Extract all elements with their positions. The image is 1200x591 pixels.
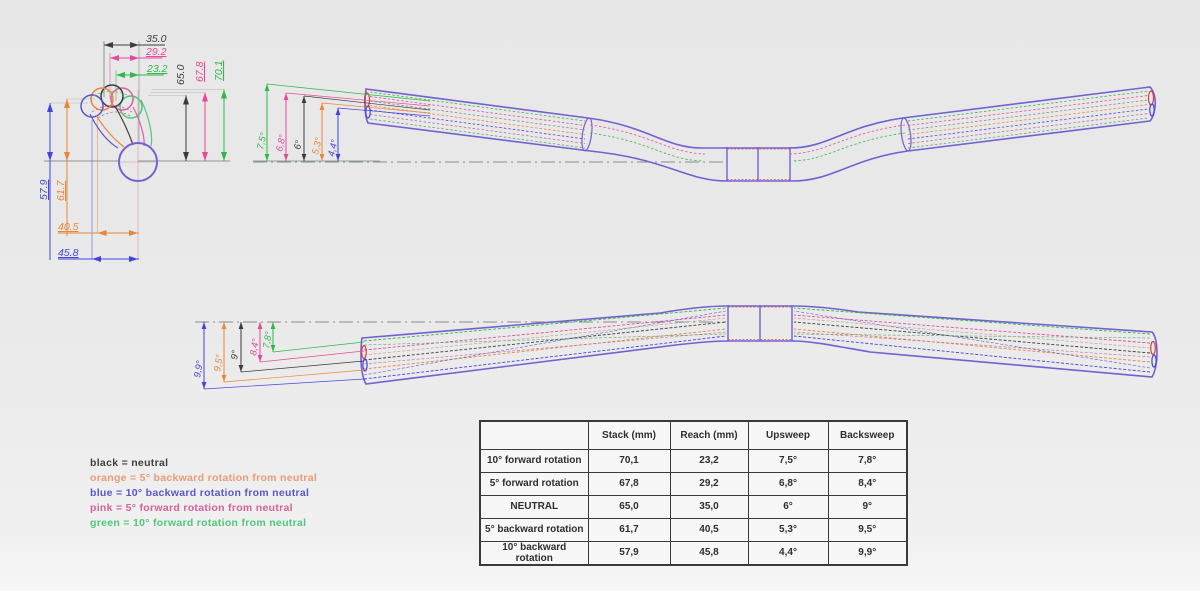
- cell-reach: 29,2: [669, 471, 749, 496]
- table-row: 10° forward rotation 70,1 23,2 7,5° 7,8°: [479, 448, 908, 473]
- dim-stack-forward10: 70.1: [213, 61, 225, 81]
- table-header-upsweep: Upsweep: [747, 420, 829, 450]
- side-view-funnel: [90, 100, 152, 148]
- bottom-view-fan-right: [794, 308, 1150, 372]
- angle-backsweep-backward5: 9,5°: [212, 354, 226, 373]
- table-header-stack: Stack (mm): [587, 420, 671, 450]
- row-label: 5° forward rotation: [479, 471, 589, 496]
- cell-backsweep: 9,9°: [827, 540, 908, 565]
- side-view-clamp-circle: [119, 143, 157, 181]
- bottom-view-end-caps: [362, 342, 1156, 372]
- legend-item-orange: orange = 5° backward rotation from neutr…: [90, 472, 318, 484]
- bottom-view-fan-left: [364, 308, 726, 379]
- geometry-spec-table: Stack (mm) Reach (mm) Upsweep Backsweep …: [479, 420, 908, 566]
- cell-stack: 67,8: [587, 471, 671, 496]
- dim-stack-backward10: 57.9: [38, 179, 50, 200]
- angle-upsweep-forward5: 6,8°: [274, 133, 289, 152]
- color-legend: black = neutral orange = 5° backward rot…: [90, 456, 317, 531]
- bottom-view-clamp: [728, 305, 792, 341]
- row-label: NEUTRAL: [479, 494, 589, 519]
- angle-upsweep-backward5: 5,3°: [310, 136, 325, 155]
- bottom-view-backsweep-dimensions: 9,9° 9,5° 9° 8,4° 7,8°: [192, 322, 364, 389]
- cell-stack: 57,9: [587, 540, 671, 565]
- side-view-left-dimensions: 57.9 61.7: [38, 99, 119, 260]
- table-header-row: Stack (mm) Reach (mm) Upsweep Backsweep: [479, 420, 908, 450]
- dim-stack-neutral: 65.0: [175, 64, 187, 85]
- top-view-grip-hatch-left: [370, 92, 585, 148]
- angle-upsweep-backward10: 4,4°: [326, 138, 341, 157]
- cell-backsweep: 7,8°: [827, 448, 908, 473]
- top-view-grip-hatch-right: [908, 91, 1148, 148]
- cell-reach: 35,0: [669, 494, 749, 519]
- top-view-grip-separator-right: [899, 118, 913, 152]
- dim-stack-backward5: 61.7: [55, 179, 67, 201]
- cell-stack: 70,1: [587, 448, 671, 473]
- side-view-reach-dimensions: 35.0 29.2 23.2: [104, 33, 168, 144]
- legend-item-black: black = neutral: [90, 457, 169, 469]
- angle-backsweep-forward5: 8,4°: [248, 338, 262, 357]
- table-row: 5° backward rotation 61,7 40,5 5,3° 9,5°: [479, 517, 908, 542]
- cell-backsweep: 9,5°: [827, 517, 908, 542]
- row-label: 5° backward rotation: [479, 517, 589, 542]
- legend-item-green: green = 10° forward rotation from neutra…: [90, 517, 307, 529]
- cell-upsweep: 6,8°: [747, 471, 829, 496]
- bottom-view-handlebar-outline: [361, 306, 1157, 384]
- cell-reach: 40,5: [669, 517, 749, 542]
- angle-backsweep-forward10: 7,8°: [261, 331, 275, 350]
- top-view-curve-hatch: [590, 125, 905, 161]
- cell-upsweep: 6°: [747, 494, 829, 519]
- dim-reach-forward10: 23.2: [146, 63, 168, 75]
- side-view-bar-end-fan: [81, 85, 142, 118]
- dim-reach-backward10: 45.8: [58, 247, 79, 259]
- angle-upsweep-neutral: 6°: [292, 139, 305, 151]
- table-header-blank: [479, 420, 589, 450]
- table-row: 10° backward rotation 57,9 45,8 4,4° 9,9…: [479, 540, 908, 565]
- angle-upsweep-forward10: 7,5°: [255, 131, 270, 150]
- row-label: 10° forward rotation: [479, 448, 589, 473]
- cell-stack: 65,0: [587, 494, 671, 519]
- legend-item-pink: pink = 5° forward rotation from neutral: [90, 502, 293, 514]
- table-row: 5° forward rotation 67,8 29,2 6,8° 8,4°: [479, 471, 908, 496]
- cell-upsweep: 7,5°: [747, 448, 829, 473]
- top-view-handlebar-outline: [365, 87, 1155, 181]
- cell-reach: 23,2: [669, 448, 749, 473]
- dim-stack-forward5: 67.8: [194, 61, 206, 82]
- cell-upsweep: 5,3°: [747, 517, 829, 542]
- bottom-view: 9,9° 9,5° 9° 8,4° 7,8°: [192, 305, 1157, 389]
- dim-reach-neutral: 35.0: [146, 33, 167, 45]
- cell-backsweep: 8,4°: [827, 471, 908, 496]
- table-header-backsweep: Backsweep: [827, 420, 908, 450]
- top-view-grip-separator-left: [580, 118, 594, 152]
- cell-stack: 61,7: [587, 517, 671, 542]
- cell-reach: 45,8: [669, 540, 749, 565]
- side-view-stack-dimensions: 65.0 67.8 70.1: [138, 61, 230, 161]
- top-view-clamp: [727, 147, 790, 181]
- top-view: 7,5° 6,8° 6° 5,3° 4,4°: [253, 84, 1155, 181]
- row-label: 10° backward rotation: [479, 540, 589, 565]
- cell-upsweep: 4,4°: [747, 540, 829, 565]
- angle-backsweep-neutral: 9°: [229, 349, 241, 360]
- side-view: 35.0 29.2 23.2 65.0 67.8 70.1: [38, 33, 230, 262]
- dim-reach-backward5: 40.5: [58, 221, 79, 233]
- top-view-upsweep-dimensions: 7,5° 6,8° 6° 5,3° 4,4°: [255, 84, 430, 161]
- cell-backsweep: 9°: [827, 494, 908, 519]
- table-header-reach: Reach (mm): [669, 420, 749, 450]
- table-row: NEUTRAL 65,0 35,0 6° 9°: [479, 494, 908, 519]
- angle-backsweep-backward10: 9,9°: [192, 360, 206, 379]
- legend-item-blue: blue = 10° backward rotation from neutra…: [90, 487, 310, 499]
- dim-reach-forward5: 29.2: [145, 46, 167, 58]
